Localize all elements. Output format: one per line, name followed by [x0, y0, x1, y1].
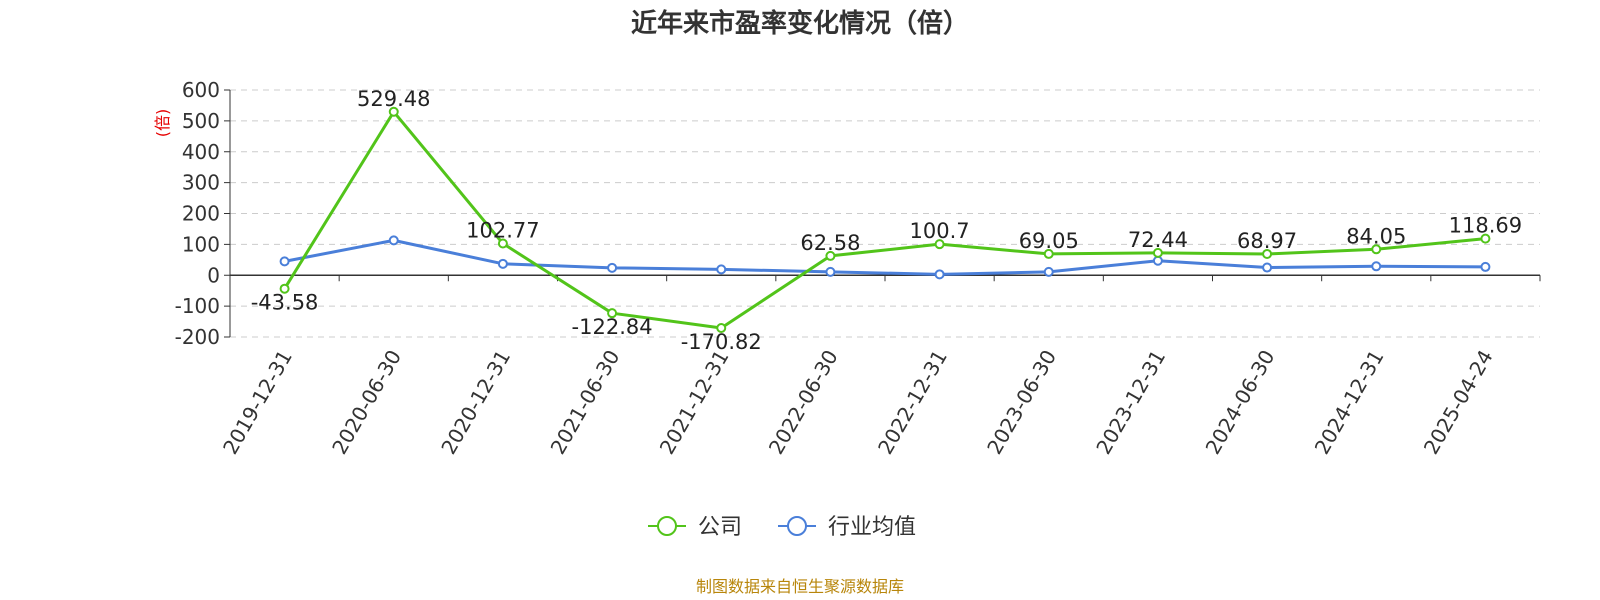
- y-tick-label: 300: [182, 171, 220, 195]
- company-point: [1043, 248, 1054, 259]
- x-tick-label: 2021-06-30: [546, 346, 625, 459]
- industry-point: [825, 266, 836, 277]
- y-tick-label: 0: [207, 263, 220, 287]
- x-tick-label: 2023-06-30: [982, 346, 1061, 459]
- company-point: [279, 283, 290, 294]
- company-data-label: -43.58: [251, 291, 319, 315]
- company-data-label: 102.77: [466, 219, 539, 243]
- y-tick-label: 200: [182, 202, 220, 226]
- chart-title: 近年来市盈率变化情况（倍）: [631, 8, 969, 39]
- x-tick-label: 2022-06-30: [764, 346, 843, 459]
- data-labels: -43.58 529.48 102.77 -122.84 -170.82 62.58 100…: [251, 87, 1522, 354]
- y-tick-label: 100: [182, 232, 220, 256]
- company-point: [1152, 247, 1163, 258]
- legend-company-marker: [657, 516, 677, 536]
- x-tick-label: 2020-06-30: [327, 346, 406, 459]
- x-tick-label: 2021-12-31: [655, 346, 734, 459]
- company-point: [1480, 233, 1491, 244]
- company-point: [934, 239, 945, 250]
- legend-industry-label: 行业均值: [828, 515, 916, 540]
- company-data-label: 72.44: [1128, 228, 1188, 252]
- x-tick-label: 2019-12-31: [218, 346, 297, 459]
- company-data-label: 529.48: [357, 87, 430, 111]
- y-tick-label: 400: [182, 140, 220, 164]
- company-data-label: 62.58: [800, 231, 860, 255]
- company-point: [607, 308, 618, 319]
- company-point: [497, 238, 508, 249]
- y-tick-label: 500: [182, 109, 220, 133]
- x-tick-label: 2023-12-31: [1091, 346, 1170, 459]
- y-axis: 600 500 400 300 200 100 0 -100 -200: [175, 78, 231, 349]
- company-data-label: 68.97: [1237, 229, 1297, 253]
- industry-point: [388, 235, 399, 246]
- company-point: [1371, 244, 1382, 255]
- legend-company-label: 公司: [698, 515, 742, 540]
- industry-point: [607, 262, 618, 273]
- source-note: 制图数据来自恒生聚源数据库: [696, 577, 904, 596]
- x-tick-label: 2025-04-24: [1419, 346, 1498, 459]
- industry-series-line: [284, 238, 1486, 276]
- industry-point: [1043, 266, 1054, 277]
- company-data-label: -170.82: [681, 330, 762, 354]
- x-tick-label: 2024-06-30: [1201, 346, 1280, 459]
- company-data-label: 118.69: [1449, 214, 1522, 238]
- x-tick-label: 2022-12-31: [873, 346, 952, 459]
- company-data-label: 100.7: [910, 219, 970, 243]
- company-series-line: [283, 110, 1486, 330]
- y-axis-label: (倍): [153, 109, 172, 138]
- legend: 公司 行业均值: [648, 515, 916, 540]
- y-tick-label: 600: [182, 78, 220, 102]
- industry-point: [934, 269, 945, 280]
- series-group: [279, 106, 1491, 333]
- industry-point: [1262, 262, 1273, 273]
- industry-point: [716, 264, 727, 275]
- grid-lines: [230, 89, 1540, 338]
- x-tick-label: 2024-12-31: [1310, 346, 1389, 459]
- x-axis: 2019-12-31 2020-06-30 2020-12-31 2021-06-30…: [218, 274, 1541, 459]
- industry-point: [1480, 261, 1491, 272]
- industry-point: [1371, 261, 1382, 272]
- y-tick-label: -200: [175, 325, 220, 349]
- industry-point: [497, 258, 508, 269]
- x-tick-label: 2020-12-31: [436, 346, 515, 459]
- y-tick-label: -100: [175, 294, 220, 318]
- company-point: [1262, 248, 1273, 259]
- company-data-label: 69.05: [1019, 229, 1079, 253]
- company-data-label: -122.84: [572, 315, 653, 339]
- company-point: [716, 322, 727, 333]
- company-data-label: 84.05: [1346, 224, 1406, 248]
- industry-point: [1152, 255, 1163, 266]
- company-point: [388, 106, 399, 117]
- industry-point: [279, 256, 290, 267]
- company-point: [825, 250, 836, 261]
- legend-industry-marker: [787, 516, 807, 536]
